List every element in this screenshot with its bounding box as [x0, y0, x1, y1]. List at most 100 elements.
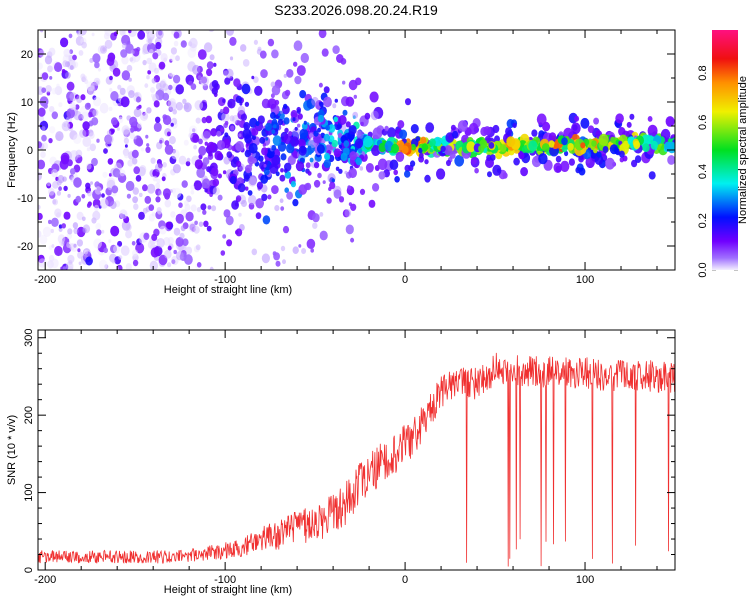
spectral-blob: [206, 141, 216, 152]
spectral-blob: [393, 169, 399, 176]
spectral-blob: [182, 238, 189, 246]
spectral-blob: [89, 143, 97, 152]
spectral-blob: [142, 207, 148, 214]
spectral-blob: [54, 245, 63, 257]
spectral-blob: [251, 248, 258, 256]
spectral-blob: [93, 77, 101, 86]
spectral-blob: [225, 215, 234, 226]
spectral-blob: [173, 249, 177, 255]
spectral-blob: [145, 146, 151, 153]
spectral-blob: [173, 74, 181, 84]
spectral-blob: [240, 113, 247, 121]
spectral-blob: [243, 122, 251, 131]
spectral-blob: [146, 107, 152, 114]
spectral-blob: [146, 75, 150, 80]
spectral-blob: [333, 116, 339, 123]
spectral-blob: [95, 222, 102, 230]
spectral-blob: [86, 163, 92, 170]
spectral-blob: [520, 167, 528, 177]
spectral-blob: [290, 180, 296, 188]
spectral-blob: [209, 266, 214, 270]
spectral-blob: [82, 227, 87, 233]
spectral-blob: [110, 91, 119, 101]
spectral-blob: [352, 111, 359, 119]
spectral-blob: [275, 171, 280, 177]
spectral-blob: [129, 57, 134, 62]
spectral-blob: [230, 125, 235, 131]
spectral-blob: [663, 141, 672, 152]
spectral-blob: [282, 259, 286, 265]
spectral-blob: [591, 140, 597, 147]
spectral-blob: [173, 31, 180, 39]
spectral-blob: [280, 206, 285, 211]
spectral-blob: [99, 198, 109, 209]
spectral-blob: [237, 183, 246, 193]
spectral-blob: [135, 242, 145, 254]
spectral-blob: [265, 122, 273, 132]
spectral-blob: [137, 30, 146, 40]
spectral-blob: [299, 90, 307, 99]
spectral-blob: [260, 69, 268, 79]
spectral-blob: [58, 227, 63, 233]
spectral-blob: [284, 89, 291, 97]
spectral-blob: [76, 30, 81, 36]
spectral-blob: [347, 185, 352, 190]
spectral-blob: [128, 77, 132, 82]
spectral-blob: [271, 49, 279, 59]
spectral-blob: [116, 127, 120, 131]
spectral-blob: [270, 437, 274, 442]
spectral-blob: [233, 78, 241, 87]
spectral-blob: [142, 184, 148, 192]
spectral-blob: [75, 195, 82, 203]
spectral-blob: [197, 49, 207, 60]
spectral-blob: [92, 109, 99, 117]
spectral-blob: [119, 209, 128, 220]
spectral-blob: [292, 198, 299, 207]
spectral-blob: [78, 50, 84, 56]
x-tick-label: -100: [214, 574, 236, 586]
spectral-blob: [512, 122, 517, 129]
spectral-blob: [150, 87, 156, 93]
spectral-blob: [152, 52, 159, 60]
spectral-blob: [349, 151, 357, 161]
spectral-blob: [650, 140, 658, 150]
spectral-blob: [223, 209, 231, 218]
spectral-blob: [129, 116, 138, 127]
spectral-blob: [61, 223, 66, 229]
spectral-blob: [332, 103, 337, 109]
spectral-blob: [293, 61, 298, 67]
spectral-blob: [125, 230, 133, 239]
spectral-blob: [631, 159, 638, 168]
spectral-blob: [186, 195, 192, 203]
spectral-blob: [271, 154, 280, 166]
spectral-blob: [261, 193, 268, 202]
spectral-blob: [235, 195, 242, 202]
spectral-blob: [217, 194, 223, 201]
spectral-blob: [108, 106, 113, 112]
spectral-blob: [293, 40, 303, 51]
spectral-blob: [194, 159, 203, 170]
spectral-blob: [244, 164, 252, 174]
spectral-blob: [38, 204, 41, 210]
spectral-blob: [642, 143, 650, 153]
spectral-blob: [324, 152, 330, 160]
spectral-blob: [49, 76, 53, 80]
spectral-blob: [173, 227, 181, 236]
spectral-blob: [39, 234, 48, 245]
spectral-blob: [513, 157, 520, 166]
spectral-blob: [328, 124, 336, 133]
spectral-blob: [109, 75, 113, 81]
spectral-blob: [505, 127, 513, 136]
spectral-blob: [54, 208, 62, 218]
spectral-blob: [124, 152, 129, 159]
x-tick-label: 0: [402, 574, 408, 586]
spectral-blob: [391, 143, 399, 154]
top-ylabel: Frequency (Hz): [6, 112, 18, 188]
spectral-blob: [190, 190, 195, 195]
spectral-blob: [283, 103, 288, 110]
spectral-blob: [196, 207, 202, 213]
spectral-blob: [109, 200, 117, 210]
spectral-blob: [38, 49, 45, 58]
spectral-blob: [629, 113, 635, 120]
spectral-blob: [229, 36, 237, 46]
